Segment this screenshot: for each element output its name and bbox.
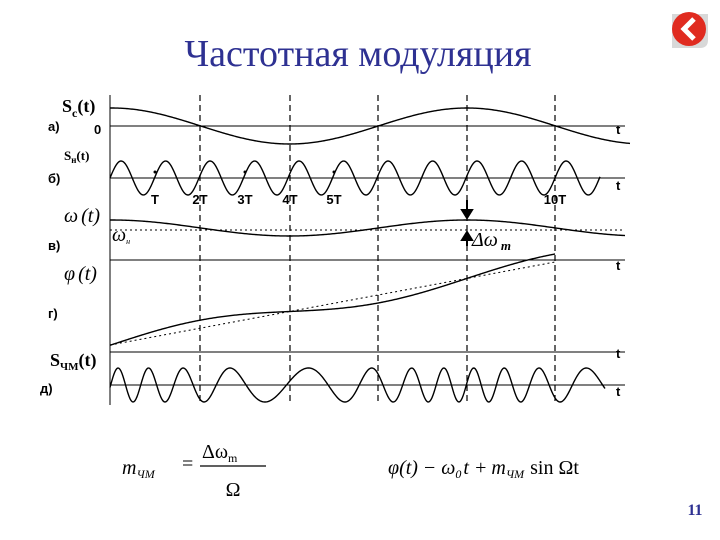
svg-text:=: = xyxy=(182,453,193,475)
signal-label: SЧМ(t) xyxy=(50,350,96,373)
waveform xyxy=(109,367,606,403)
waveforms xyxy=(109,95,631,405)
formula: φ(t) − ω0 t + mЧМ sin Ωt xyxy=(388,457,579,481)
waveform xyxy=(109,253,556,346)
axis-label: t xyxy=(616,384,621,399)
period-label: 10T xyxy=(544,192,566,207)
period-label: 3T xyxy=(237,192,252,207)
carrier-label: ωн xyxy=(112,224,130,246)
deviation-label: Δω m xyxy=(471,229,511,253)
waveform xyxy=(109,219,626,237)
panel-label: а) xyxy=(48,119,60,134)
arrow xyxy=(460,200,474,220)
period-label: 2T xyxy=(192,192,207,207)
axis-label: t xyxy=(616,178,621,193)
panel-label: д) xyxy=(40,381,53,396)
period-label: T xyxy=(151,192,159,207)
axis-label: t xyxy=(616,258,621,273)
svg-text:Δωm: Δωm xyxy=(202,441,238,465)
axis-label: t xyxy=(616,122,621,137)
svg-text:Ω: Ω xyxy=(226,479,241,501)
page-number: 11 xyxy=(687,502,702,519)
signal-label: φ (t) xyxy=(64,263,97,285)
waveform xyxy=(109,160,601,196)
arrow xyxy=(460,230,474,246)
origin-label: 0 xyxy=(94,122,101,137)
dot xyxy=(153,170,157,174)
panel-label: г) xyxy=(48,306,58,321)
panel-label: б) xyxy=(48,171,60,186)
linear-phase xyxy=(109,261,556,346)
title: Частотная модуляция xyxy=(184,33,531,75)
signal-label: ω (t) xyxy=(64,205,100,227)
period-label: 5T xyxy=(326,192,341,207)
period-label: 4T xyxy=(282,192,297,207)
waveform xyxy=(109,107,631,145)
axis-label: t xyxy=(616,346,621,361)
back-button[interactable] xyxy=(672,12,708,48)
svg-text:mЧМ: mЧМ xyxy=(122,457,156,481)
signal-label: Sн(t) xyxy=(64,148,89,165)
period-labels: T 2T 3T 4T 5T 10T xyxy=(151,192,566,207)
signal-label: Sc(t) xyxy=(62,96,95,120)
formula: mЧМ = Δωm Ω xyxy=(122,441,266,501)
panel-label: в) xyxy=(48,238,60,253)
